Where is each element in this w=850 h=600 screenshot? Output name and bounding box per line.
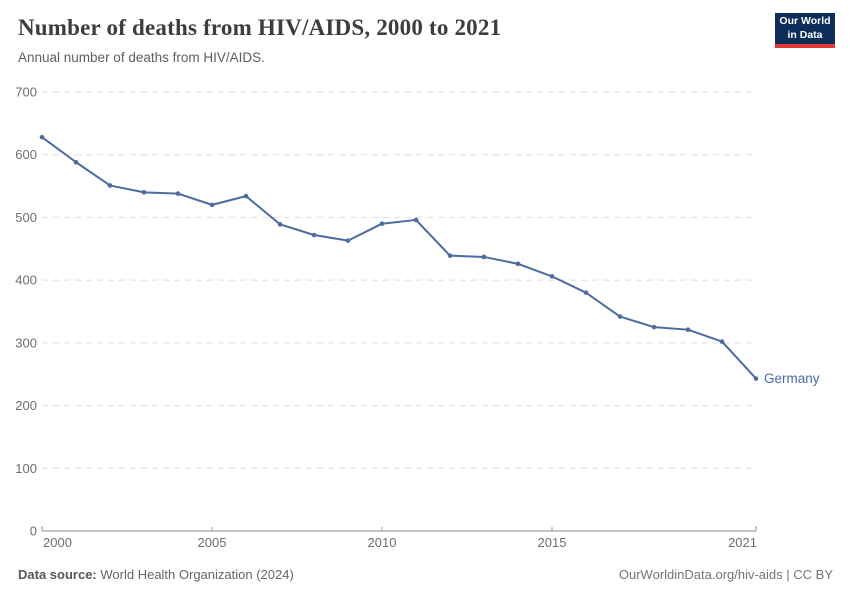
x-axis-label-2015: 2015 <box>538 535 567 550</box>
y-axis-label-300: 300 <box>15 335 37 350</box>
x-axis-label-2010: 2010 <box>368 535 397 550</box>
data-point-2007[interactable] <box>277 222 283 227</box>
page-title: Number of deaths from HIV/AIDS, 2000 to … <box>18 15 502 40</box>
y-axis-label-600: 600 <box>15 147 37 162</box>
x-axis-label-2005: 2005 <box>198 535 227 550</box>
y-axis-label-400: 400 <box>15 273 37 288</box>
data-point-2018[interactable] <box>651 324 657 330</box>
series-label-germany[interactable]: Germany <box>764 371 820 386</box>
x-axis-label-2000: 2000 <box>43 535 72 550</box>
data-source: Data source: World Health Organization (… <box>18 567 294 582</box>
credit-link[interactable]: OurWorldinData.org/hiv-aids | CC BY <box>618 567 833 582</box>
germany-line[interactable] <box>41 136 757 380</box>
data-point-2021[interactable] <box>753 376 759 381</box>
y-axis-label-500: 500 <box>15 210 37 225</box>
data-point-2017[interactable] <box>617 314 623 319</box>
data-point-2004[interactable] <box>175 191 181 196</box>
data-point-2014[interactable] <box>515 261 521 267</box>
y-axis-label-200: 200 <box>15 398 37 413</box>
y-axis-label-0: 0 <box>30 524 37 539</box>
data-point-2019[interactable] <box>685 327 691 332</box>
y-axis-label-100: 100 <box>15 461 37 476</box>
data-point-2008[interactable] <box>311 232 317 238</box>
data-point-2009[interactable] <box>345 238 351 243</box>
x-axis-label-2021: 2021 <box>728 535 757 550</box>
owid-logo[interactable]: Our World in Data <box>775 13 835 48</box>
chart-subtitle: Annual number of deaths from HIV/AIDS. <box>18 50 265 65</box>
data-point-2001[interactable] <box>73 159 79 165</box>
data-point-2003[interactable] <box>141 190 147 195</box>
data-source-label: Data source: <box>18 567 97 582</box>
data-point-2000[interactable] <box>39 134 45 140</box>
owid-logo-line1: Our World <box>779 14 831 27</box>
data-point-2012[interactable] <box>447 253 453 258</box>
data-point-2015[interactable] <box>549 274 555 279</box>
data-point-2020[interactable] <box>719 339 725 344</box>
data-point-2013[interactable] <box>481 254 487 260</box>
data-point-2010[interactable] <box>379 221 385 226</box>
data-source-value: World Health Organization (2024) <box>100 567 294 582</box>
data-point-2011[interactable] <box>413 217 419 223</box>
y-axis-label-700: 700 <box>15 85 37 100</box>
line-chart: 0 100 200 300 400 500 600 700 2000 2005 2010 2015 20… <box>15 85 820 551</box>
data-point-2016[interactable] <box>583 290 589 295</box>
owid-logo-line2: in Data <box>787 28 823 41</box>
data-point-2005[interactable] <box>209 202 215 208</box>
data-point-2006[interactable] <box>243 193 249 199</box>
data-point-2002[interactable] <box>107 183 113 188</box>
